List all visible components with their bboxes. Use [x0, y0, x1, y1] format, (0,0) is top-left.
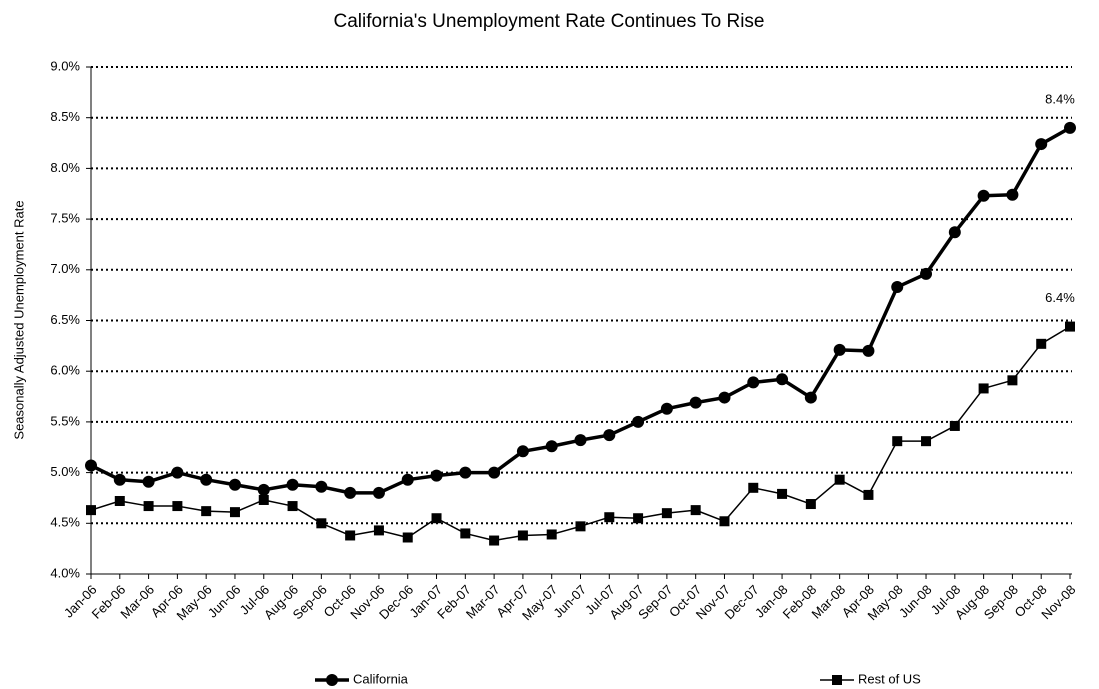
point-marker — [1035, 138, 1048, 151]
legend-label: Rest of US — [858, 671, 921, 686]
point-marker — [372, 486, 385, 499]
point-marker — [488, 466, 501, 479]
data-label: 6.4% — [1045, 290, 1075, 305]
point-marker — [228, 478, 241, 491]
point-marker — [430, 469, 443, 482]
point-marker — [172, 501, 183, 512]
chart-title: California's Unemployment Rate Continues… — [334, 11, 765, 32]
y-tick-label: 8.5% — [50, 109, 80, 124]
y-tick-label: 7.0% — [50, 261, 80, 276]
point-marker — [748, 482, 759, 493]
point-marker — [891, 281, 904, 294]
point-marker — [1006, 188, 1019, 201]
y-tick-label: 5.0% — [50, 464, 80, 479]
point-marker — [373, 525, 384, 536]
point-marker — [459, 466, 472, 479]
point-marker — [575, 521, 586, 532]
point-marker — [229, 507, 240, 518]
point-marker — [516, 445, 529, 458]
point-marker — [287, 501, 298, 512]
point-marker — [257, 483, 270, 496]
point-marker — [1065, 321, 1075, 332]
point-marker — [920, 267, 933, 280]
point-marker — [460, 528, 471, 539]
data-label: 8.4% — [1045, 91, 1075, 106]
x-tick-label: Jun-07 — [550, 582, 589, 621]
y-axis-label: Seasonally Adjusted Unemployment Rate — [11, 200, 26, 439]
point-marker — [401, 473, 414, 486]
point-marker — [142, 475, 155, 488]
point-marker — [546, 529, 557, 540]
point-marker — [258, 494, 269, 505]
point-marker — [143, 501, 154, 512]
y-tick-label: 6.0% — [50, 363, 80, 378]
point-marker — [863, 489, 874, 500]
point-marker — [747, 376, 760, 389]
point-marker — [804, 391, 817, 404]
point-marker — [949, 420, 960, 431]
point-marker — [1007, 375, 1018, 386]
point-marker — [171, 466, 184, 479]
y-tick-label: 7.5% — [50, 211, 80, 226]
y-tick-label: 4.0% — [50, 565, 80, 580]
point-marker — [315, 480, 328, 493]
point-marker — [345, 530, 356, 541]
point-marker — [545, 440, 558, 453]
point-marker — [719, 516, 730, 527]
point-marker — [85, 459, 97, 472]
y-tick-label: 9.0% — [50, 58, 80, 73]
point-marker — [632, 415, 645, 428]
point-marker — [517, 530, 528, 541]
point-marker — [633, 513, 644, 524]
y-tick-label: 4.5% — [50, 515, 80, 530]
point-marker — [574, 434, 587, 447]
point-marker — [805, 499, 816, 510]
point-marker — [200, 473, 213, 486]
point-marker — [604, 512, 615, 523]
point-marker — [431, 513, 442, 524]
point-marker — [977, 189, 990, 202]
point-marker — [689, 396, 702, 409]
point-marker — [402, 532, 413, 543]
point-marker — [344, 486, 357, 499]
y-tick-label: 5.5% — [50, 413, 80, 428]
point-marker — [892, 436, 903, 447]
point-marker — [1036, 338, 1047, 349]
x-tick-label: Jun-08 — [896, 582, 935, 621]
point-marker — [86, 505, 96, 516]
point-marker — [114, 495, 125, 506]
x-tick-label: Jun-06 — [205, 582, 244, 621]
legend-label: California — [353, 671, 409, 686]
y-tick-label: 8.0% — [50, 160, 80, 175]
point-marker — [776, 373, 789, 386]
y-tick-label: 6.5% — [50, 312, 80, 327]
point-marker — [862, 344, 875, 357]
point-marker — [948, 226, 961, 239]
point-marker — [690, 505, 701, 516]
point-marker — [661, 508, 672, 519]
point-marker — [834, 474, 845, 485]
point-marker — [777, 488, 788, 499]
point-marker — [718, 391, 731, 404]
point-marker — [286, 478, 299, 491]
point-marker — [660, 402, 673, 415]
point-marker — [978, 383, 989, 394]
legend-marker — [326, 674, 338, 686]
point-marker — [603, 429, 616, 442]
point-marker — [201, 506, 212, 517]
point-marker — [489, 535, 500, 546]
point-marker — [316, 518, 327, 529]
point-marker — [113, 473, 126, 486]
point-marker — [921, 436, 932, 447]
legend-marker — [832, 675, 842, 685]
point-marker — [833, 343, 846, 356]
point-marker — [1064, 121, 1076, 134]
